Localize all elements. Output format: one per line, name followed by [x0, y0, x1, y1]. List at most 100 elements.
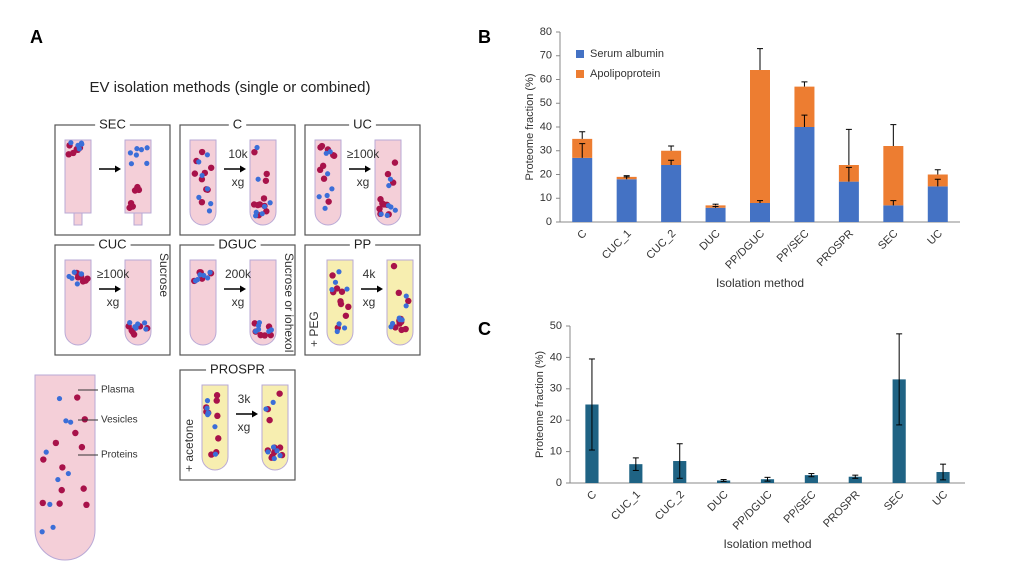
label-bg: [349, 242, 376, 248]
label-bg: [95, 122, 130, 128]
x-axis-label: Isolation method: [723, 537, 811, 551]
vesicle: [261, 332, 268, 339]
protein: [253, 209, 259, 215]
vesicle: [74, 394, 81, 401]
vesicle: [198, 148, 206, 156]
additive: + acetone: [182, 419, 196, 472]
additive: + PEG: [307, 311, 321, 347]
speed-unit: xg: [232, 175, 245, 189]
label-bg: [349, 122, 376, 128]
bar-segment: [838, 181, 859, 222]
x-tick-label: PROSPR: [821, 489, 862, 530]
legend-swatch: [576, 50, 584, 58]
y-tick-label: 40: [540, 121, 552, 133]
x-tick-label: UC: [925, 228, 945, 248]
protein: [204, 152, 210, 158]
protein: [329, 186, 335, 192]
y-tick-label: 20: [540, 168, 552, 180]
arrow-head: [240, 165, 246, 173]
bar-segment: [927, 186, 948, 222]
bar-segment: [883, 205, 904, 222]
protein: [327, 149, 333, 155]
protein: [78, 271, 85, 277]
legend-text: Plasma: [101, 385, 135, 396]
protein: [71, 269, 77, 275]
panel-label: A: [30, 27, 43, 47]
vesicle: [260, 195, 268, 202]
speed: 200k: [225, 267, 252, 281]
x-axis-label: Isolation method: [716, 276, 804, 290]
protein: [69, 275, 75, 281]
protein: [204, 186, 211, 192]
column-tip: [73, 212, 83, 226]
vesicle: [376, 205, 383, 213]
protein: [392, 207, 398, 213]
protein: [144, 145, 150, 151]
vesicle: [329, 272, 336, 279]
bar-segment: [661, 150, 682, 165]
protein: [47, 501, 53, 507]
protein: [259, 211, 265, 217]
vesicle: [337, 298, 344, 305]
vesicle: [83, 501, 90, 509]
x-tick-label: PP/DGUC: [731, 489, 775, 533]
vesicle: [58, 486, 65, 494]
vesicle: [395, 289, 402, 297]
vesicle: [262, 177, 270, 184]
protein: [68, 419, 74, 425]
y-tick-label: 10: [550, 446, 562, 458]
bar-segment: [883, 146, 904, 206]
vesicle: [384, 170, 392, 178]
vesicle: [52, 439, 60, 447]
vesicle: [276, 390, 283, 397]
y-tick-label: 50: [550, 320, 562, 332]
vesicle: [266, 416, 273, 424]
method-name: C: [233, 116, 242, 131]
y-tick-label: 0: [546, 216, 552, 228]
x-tick-label: UC: [931, 489, 951, 509]
protein: [212, 451, 219, 457]
y-tick-label: 40: [550, 351, 562, 363]
bar: [629, 464, 643, 483]
protein: [55, 476, 61, 483]
protein: [197, 272, 203, 278]
protein: [270, 444, 277, 450]
protein: [43, 449, 49, 455]
speed-unit: xg: [238, 420, 251, 434]
method-name: PROSPR: [210, 361, 265, 376]
protein: [329, 286, 335, 293]
protein: [378, 211, 384, 217]
label-bg: [228, 122, 247, 128]
y-tick-label: 10: [540, 192, 552, 204]
protein: [201, 272, 207, 278]
arrow-head: [377, 285, 383, 293]
vesicle: [214, 412, 221, 420]
vesicle: [39, 499, 46, 507]
protein: [134, 146, 140, 152]
arrow-head: [252, 410, 258, 418]
protein: [138, 147, 145, 153]
vesicle: [81, 416, 89, 423]
bar-segment: [616, 179, 637, 222]
vesicle: [319, 162, 327, 170]
x-tick-label: CUC_2: [653, 489, 687, 523]
protein: [204, 405, 210, 411]
vesicle: [130, 331, 138, 338]
legend-text: Vesicles: [101, 415, 138, 426]
y-tick-label: 50: [540, 97, 552, 109]
protein: [144, 160, 150, 166]
vesicle: [342, 312, 350, 319]
vesicle: [320, 175, 328, 182]
legend-swatch: [576, 70, 584, 78]
speed-unit: xg: [357, 175, 370, 189]
bar-segment: [750, 203, 770, 222]
panel-label: C: [478, 319, 491, 339]
panel-label: B: [478, 27, 491, 47]
bar-segment: [794, 86, 815, 127]
protein: [206, 208, 213, 214]
protein: [388, 204, 394, 210]
vesicle: [398, 326, 405, 334]
protein: [133, 152, 139, 158]
protein: [127, 320, 133, 326]
protein: [323, 150, 329, 156]
